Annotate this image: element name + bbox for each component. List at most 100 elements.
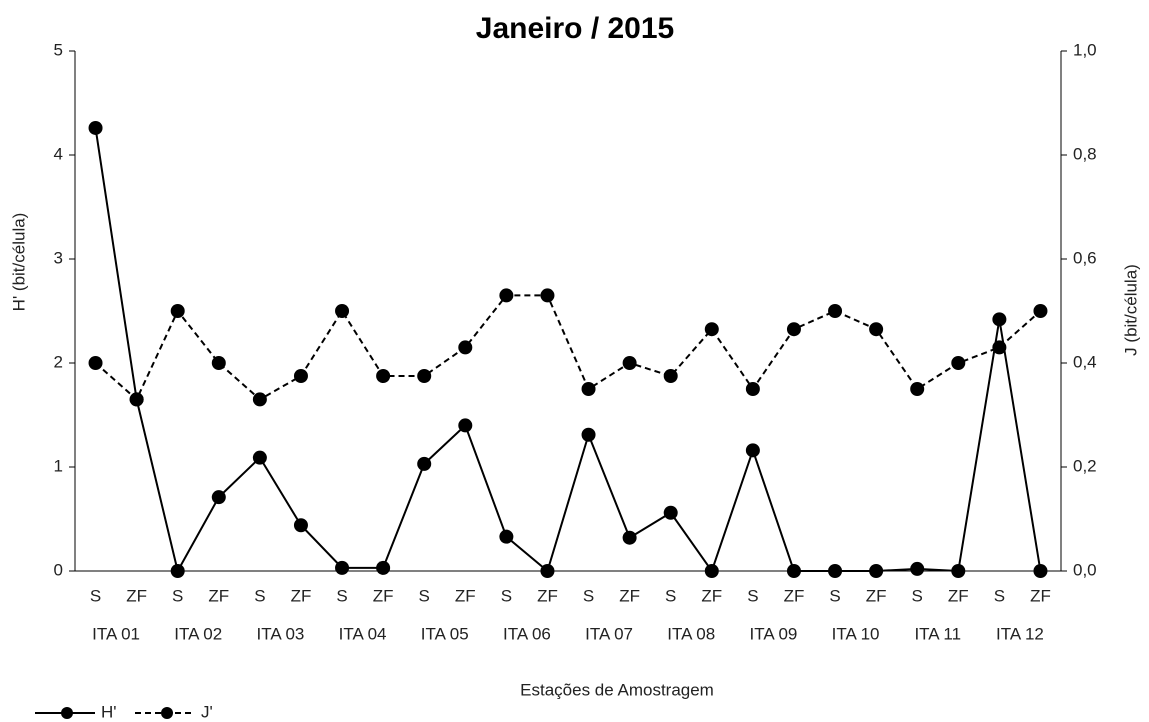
group-label: ITA 06 <box>503 624 551 643</box>
y2-tick-label: 0,6 <box>1073 248 1097 267</box>
data-point <box>417 456 432 471</box>
x-tick-label: S <box>665 586 676 605</box>
y-tick-label: 0 <box>54 560 63 579</box>
data-point <box>910 382 925 396</box>
group-label: ITA 08 <box>667 624 715 643</box>
x-tick-label: ZF <box>948 586 969 605</box>
data-point <box>335 560 350 575</box>
data-point <box>622 356 637 370</box>
x-tick-label: ZF <box>784 586 805 605</box>
x-tick-label: ZF <box>455 586 476 605</box>
data-point <box>252 392 267 407</box>
y2-tick-label: 0,2 <box>1073 456 1097 475</box>
data-point <box>786 564 801 578</box>
y2-tick-label: 0,4 <box>1073 352 1097 371</box>
group-label: ITA 04 <box>339 624 387 643</box>
series-line <box>94 127 1042 574</box>
x-tick-label: ZF <box>537 586 558 605</box>
x-tick-label: S <box>583 586 594 605</box>
x-tick-label: ZF <box>291 586 312 605</box>
x-tick-label: S <box>994 586 1005 605</box>
y2-tick-label: 0,8 <box>1073 144 1097 163</box>
x-tick-label: ZF <box>619 586 640 605</box>
data-point <box>1033 304 1048 318</box>
data-point <box>293 369 308 383</box>
data-point <box>704 564 719 578</box>
data-point <box>417 369 432 383</box>
data-point <box>704 322 719 337</box>
x-tick-label: ZF <box>126 586 147 605</box>
data-point <box>869 322 884 337</box>
x-tick-label: S <box>829 586 840 605</box>
data-point <box>828 564 843 578</box>
data-point <box>88 356 103 370</box>
y-axis-title: H' (bit/célula) <box>9 213 28 312</box>
group-label: ITA 11 <box>914 624 961 643</box>
x-tick-label: ZF <box>866 586 887 605</box>
group-label: ITA 09 <box>749 624 797 643</box>
y-tick-label: 1 <box>54 456 63 475</box>
x-axis-title: Estações de Amostragem <box>520 680 714 699</box>
x-tick-label: ZF <box>208 586 229 605</box>
group-label: ITA 01 <box>92 624 140 643</box>
data-point <box>376 369 391 383</box>
legend-label: H' <box>101 702 117 721</box>
data-point <box>1033 564 1048 578</box>
group-label: ITA 02 <box>174 624 222 643</box>
group-label: ITA 12 <box>996 624 1044 643</box>
legend-label: J' <box>201 702 213 721</box>
data-point <box>581 382 596 396</box>
data-point <box>910 561 925 576</box>
data-point <box>540 564 555 578</box>
x-tick-label: S <box>912 586 923 605</box>
data-point <box>170 304 185 318</box>
data-point <box>88 120 103 135</box>
y-tick-label: 5 <box>54 40 63 59</box>
y-tick-label: 4 <box>54 144 63 163</box>
data-point <box>211 356 226 370</box>
data-point <box>786 322 801 337</box>
data-point <box>540 288 555 303</box>
x-tick-label: S <box>172 586 183 605</box>
data-point <box>335 304 350 318</box>
y2-tick-label: 0,0 <box>1073 560 1097 579</box>
data-point <box>663 369 678 383</box>
data-point <box>663 505 678 520</box>
x-tick-label: ZF <box>701 586 722 605</box>
x-tick-label: S <box>254 586 265 605</box>
y-tick-label: 2 <box>54 352 63 371</box>
data-point <box>745 382 760 396</box>
group-label: ITA 05 <box>421 624 469 643</box>
chart-title: Janeiro / 2015 <box>476 12 674 45</box>
x-tick-label: ZF <box>373 586 394 605</box>
y2-axis-title: J (bit/célula) <box>1121 264 1140 356</box>
group-label: ITA 10 <box>832 624 880 643</box>
data-point <box>293 518 308 533</box>
data-point <box>951 356 966 370</box>
data-point <box>581 427 596 442</box>
data-point <box>170 564 185 578</box>
data-point <box>499 288 514 303</box>
series-line <box>94 294 1042 402</box>
x-tick-label: S <box>501 586 512 605</box>
data-point <box>499 529 514 544</box>
data-point <box>458 340 473 355</box>
data-point <box>951 564 966 578</box>
x-tick-label: S <box>419 586 430 605</box>
data-point <box>211 490 226 505</box>
legend-marker <box>61 707 73 719</box>
data-point <box>828 304 843 318</box>
data-point <box>458 418 473 433</box>
data-point <box>622 530 637 545</box>
x-tick-label: S <box>90 586 101 605</box>
data-point <box>992 312 1007 327</box>
data-point <box>745 443 760 458</box>
y2-tick-label: 1,0 <box>1073 40 1097 59</box>
x-tick-label: ZF <box>1030 586 1051 605</box>
x-tick-label: S <box>336 586 347 605</box>
data-point <box>992 340 1007 355</box>
data-point <box>252 450 267 465</box>
x-tick-label: S <box>747 586 758 605</box>
